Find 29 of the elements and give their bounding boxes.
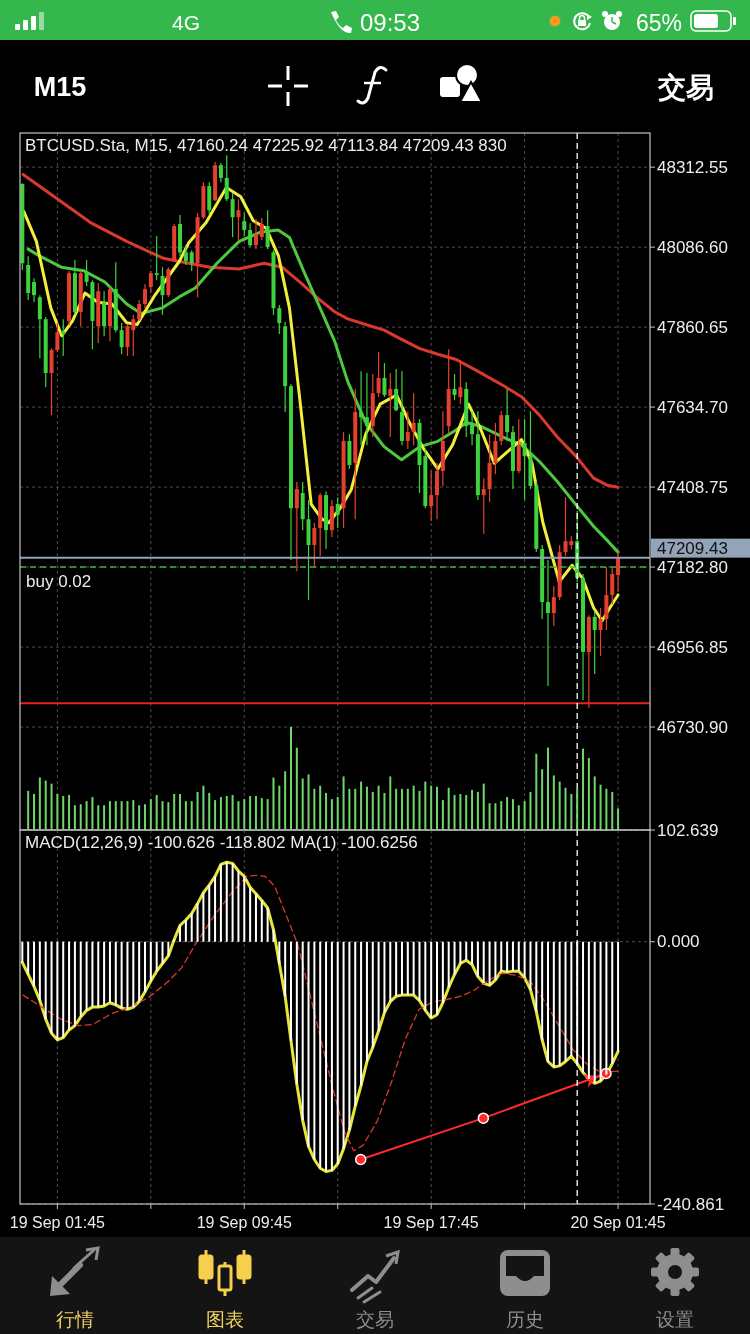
y-tick-label: 47634.70 — [657, 397, 728, 417]
ui-text: 65% — [636, 10, 682, 36]
y-tick-label: 102.639 — [657, 820, 719, 840]
ui-text: 历史 — [506, 1309, 544, 1330]
title: MACD(12,26,9) -100.626 -118.802 MA(1) -100.6256 — [25, 833, 418, 852]
y-tick-label: 47408.75 — [657, 477, 728, 497]
x-tick-label: 19 Sep 01:45 — [9, 1214, 105, 1231]
y-tick-label: 48312.55 — [657, 157, 728, 177]
y-tick-label: 0.000 — [657, 932, 700, 952]
title: BTCUSD.Sta, M15, 47160.24 47225.92 47113.84 47209.43 830 — [25, 136, 507, 155]
y-tick-label: 48086.60 — [657, 237, 728, 257]
ui-text: 交易 — [658, 72, 714, 103]
ui-text: 4G — [172, 11, 200, 34]
ui-text: 交易 — [356, 1309, 394, 1330]
ui-text: 图表 — [206, 1309, 244, 1330]
x-tick-label: 19 Sep 09:45 — [196, 1214, 292, 1231]
ui-text: M15 — [33, 72, 87, 102]
y-tick-label: 47860.65 — [657, 317, 728, 337]
ref-label: buy 0.02 — [26, 572, 92, 591]
y-tick-label: 47182.80 — [657, 557, 728, 577]
ui-text: 行情 — [56, 1309, 94, 1330]
y-tick-label: -240.861 — [657, 1194, 725, 1214]
y-tick-label: 46956.85 — [657, 637, 728, 657]
x-tick-label: 20 Sep 01:45 — [570, 1214, 666, 1231]
y-tick-label: 46730.90 — [657, 717, 728, 737]
ref-label: 47209.43 — [657, 538, 728, 558]
x-tick-label: 19 Sep 17:45 — [383, 1214, 479, 1231]
ui-text: 设置 — [656, 1309, 694, 1330]
ui-text: 09:53 — [359, 9, 421, 36]
